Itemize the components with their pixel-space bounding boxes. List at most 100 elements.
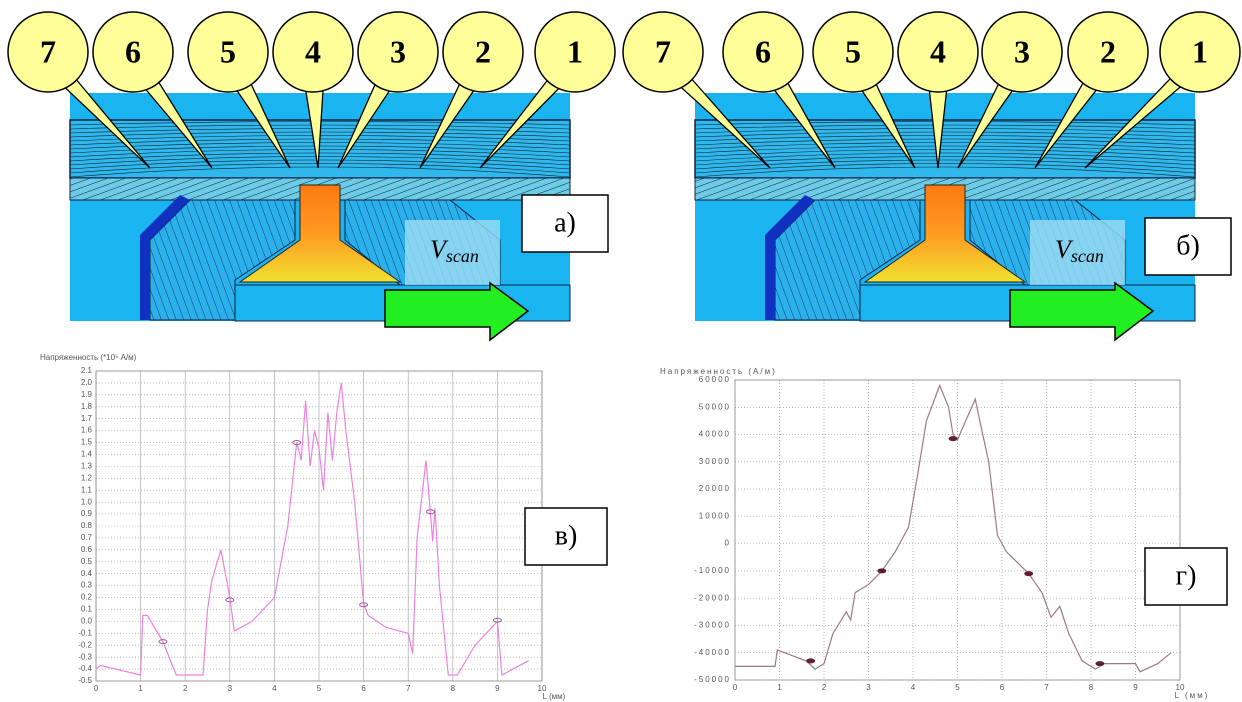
panel-label: а)	[554, 207, 576, 238]
panel-label: г)	[1176, 560, 1197, 591]
field-line	[694, 121, 1196, 126]
field-line	[69, 163, 571, 174]
y-tick-label: 2.1	[81, 366, 93, 375]
y-tick-label: 0.9	[81, 509, 93, 518]
callout-circle	[1159, 11, 1241, 93]
callout-number: 7	[655, 33, 671, 69]
data-marker	[1095, 661, 1105, 667]
field-line	[69, 166, 571, 178]
chart: -50000 -40000 -30000 -20000 -10000 0 10000 2000…	[660, 367, 1228, 700]
data-marker	[492, 617, 502, 623]
y-tick-label: 1.9	[81, 390, 93, 399]
panel-label-box	[524, 507, 608, 566]
x-axis-label: L (мм)	[1175, 691, 1210, 700]
field-line	[694, 152, 1196, 162]
field-line	[69, 159, 571, 170]
callout-circle	[981, 11, 1063, 93]
data-marker	[877, 568, 887, 574]
field-line	[694, 163, 1196, 174]
y-tick-label: 1.0	[81, 497, 93, 506]
x-tick-label: 5	[317, 684, 322, 693]
y-tick-label: 1.2	[81, 473, 93, 482]
panel-label: б)	[1176, 230, 1200, 261]
y-tick-label: -50000	[694, 675, 731, 684]
callout-number: 6	[755, 33, 771, 69]
x-tick-label: 0	[733, 683, 738, 692]
x-tick-label: 2	[183, 684, 188, 693]
callout-number: 1	[1192, 33, 1208, 69]
field-line	[694, 145, 1196, 154]
callout-circle	[622, 11, 704, 93]
x-tick-label: 4	[911, 683, 916, 692]
y-tick-label: -30000	[694, 621, 731, 630]
y-tick-label: 10000	[699, 511, 731, 520]
x-tick-label: 6	[361, 684, 366, 693]
y-tick-label: 1.4	[81, 450, 93, 459]
plot-frame	[734, 379, 1181, 681]
callout-number: 7	[40, 33, 56, 69]
x-tick-label: 4	[272, 684, 277, 693]
y-tick-label: 0.7	[81, 533, 93, 542]
callout-circle	[442, 11, 524, 93]
data-marker	[1024, 571, 1034, 577]
y-tick-label: 1.8	[81, 402, 93, 411]
callout-circle	[272, 11, 354, 93]
y-tick-label: -40000	[694, 648, 731, 657]
callout-circle	[534, 11, 616, 93]
x-tick-label: 7	[1044, 683, 1049, 692]
callout-circle	[357, 11, 439, 93]
head-core	[238, 184, 402, 283]
x-tick-label: 2	[822, 683, 827, 692]
data-marker	[158, 639, 168, 645]
chart: -0.5 -0.4 -0.3 -0.2 -0.1 0.0 0.1 0.2 0.3 0.4 0.5 0.…	[40, 353, 608, 701]
field-line	[69, 156, 571, 166]
callout-number: 2	[1100, 33, 1116, 69]
scan-velocity-sub: scan	[446, 246, 479, 266]
x-tick-label: 3	[866, 683, 871, 692]
scan-velocity: Vscan	[1055, 235, 1104, 266]
y-tick-label: -0.3	[78, 652, 92, 661]
x-tick-label: 5	[955, 683, 960, 692]
y-tick-label: 1.7	[81, 414, 93, 423]
data-marker	[426, 509, 435, 515]
panel-label-box	[1144, 547, 1228, 606]
left-edge-dark	[140, 195, 190, 320]
field-line	[69, 149, 571, 158]
callout-circle	[1067, 11, 1149, 93]
data-marker	[359, 602, 369, 608]
x-tick-label: 10	[538, 684, 547, 693]
y-tick-label: 60000	[699, 375, 731, 384]
field-line	[694, 166, 1196, 178]
callout-circle	[92, 11, 174, 93]
x-tick-label: 9	[495, 684, 500, 693]
callout-number: 3	[1014, 33, 1030, 69]
callout-circle	[187, 11, 269, 93]
y-tick-label: 40000	[699, 430, 731, 439]
data-line	[95, 382, 529, 676]
scan-velocity-sub: scan	[1071, 246, 1104, 266]
data-marker	[225, 597, 235, 603]
field-line	[694, 138, 1196, 146]
callout-circle	[812, 11, 894, 93]
y-tick-label: 2.0	[81, 378, 93, 387]
data-line	[735, 383, 1172, 673]
field-line	[694, 149, 1196, 158]
y-tick-label: 0.0	[81, 616, 93, 625]
x-tick-label: 1	[138, 684, 143, 693]
x-tick-label: 8	[451, 684, 456, 693]
y-tick-label: -0.1	[78, 628, 92, 637]
callout-number: 6	[125, 33, 141, 69]
left-edge-dark	[765, 195, 815, 320]
y-tick-label: 1.3	[81, 461, 93, 470]
x-axis-label: L (мм)	[543, 692, 566, 701]
scan-arrow	[384, 281, 530, 342]
callout-number: 4	[930, 33, 946, 69]
chart-title: Напряженность (*10⁵ A/м)	[40, 353, 137, 362]
y-tick-label: 0.8	[81, 521, 93, 530]
callout-circle	[7, 11, 89, 93]
x-tick-label: 8	[1089, 683, 1094, 692]
y-tick-label: 0	[725, 539, 731, 548]
y-tick-label: -20000	[694, 593, 731, 602]
x-tick-label: 10	[1176, 683, 1185, 692]
x-tick-label: 6	[1000, 683, 1005, 692]
